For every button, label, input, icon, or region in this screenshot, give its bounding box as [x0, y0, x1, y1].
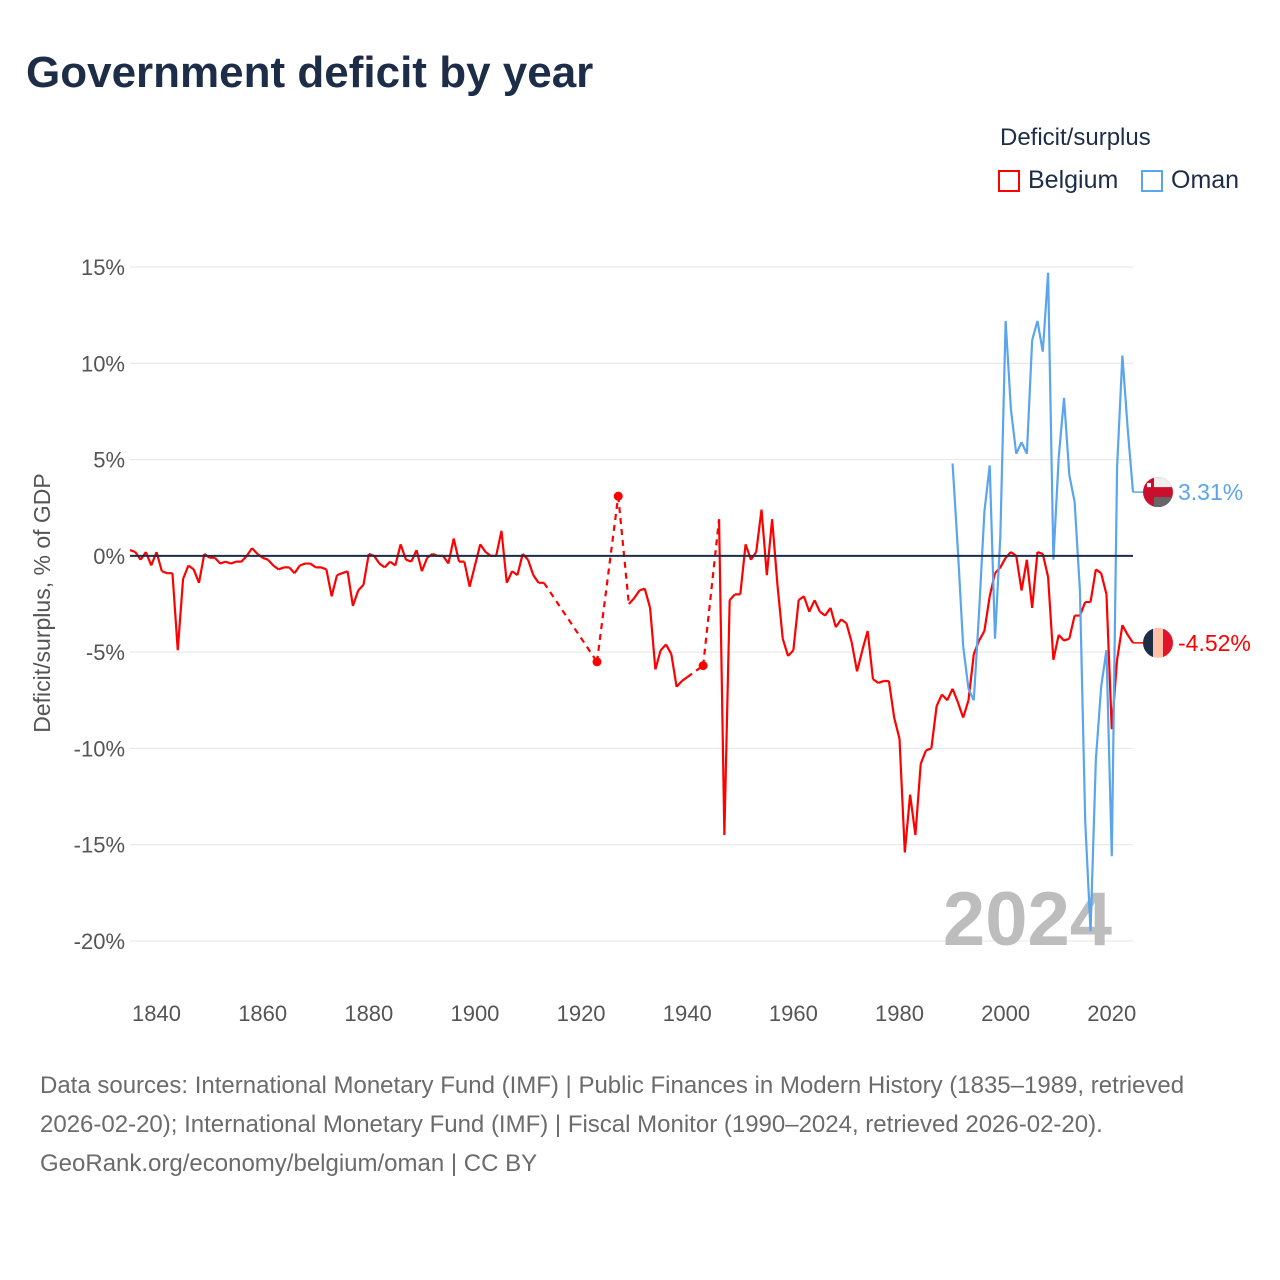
flag-stripe	[1143, 627, 1153, 658]
line-gap-belgium	[543, 496, 721, 679]
y-tick-label: 10%	[81, 351, 125, 376]
legend-item-oman[interactable]: Oman	[1141, 166, 1239, 195]
x-tick-label: 1880	[344, 1001, 393, 1026]
flag-stripe	[1154, 497, 1173, 508]
y-tick-label: 5%	[93, 448, 125, 473]
chart-title: Government deficit by year	[26, 48, 594, 97]
legend-item-belgium[interactable]: Belgium	[998, 166, 1118, 195]
legend-label: Oman	[1171, 166, 1240, 194]
y-tick-label: 15%	[81, 255, 125, 280]
y-tick-label: -10%	[74, 736, 125, 761]
legend-swatch-belgium	[998, 169, 1020, 192]
flag-shapes	[1143, 477, 1173, 508]
line-oman	[951, 272, 1135, 932]
footer: Data sources: International Monetary Fun…	[40, 1066, 1240, 1183]
year-watermark: 2024	[943, 877, 1112, 962]
y-tick-label: -5%	[86, 640, 125, 665]
data-sources: Data sources: International Monetary Fun…	[40, 1072, 1185, 1138]
x-tick-label: 1840	[132, 1001, 181, 1026]
flag-emblem	[1147, 483, 1151, 488]
flag-stripe	[1163, 627, 1173, 658]
x-tick-label: 1960	[769, 1001, 818, 1026]
end-value-label-belgium: -4.52%	[1178, 630, 1251, 656]
y-tick-label: 0%	[93, 544, 125, 569]
data-point-belgium	[613, 491, 623, 501]
x-tick-label: 1940	[663, 1001, 712, 1026]
y-tick-label: -20%	[74, 929, 125, 954]
chart-plot: 15% 10% 5% 0% -5% -10% -15% -20% 1840 1860 1880 190…	[29, 255, 1251, 1026]
x-tick-label: 1900	[450, 1001, 499, 1026]
x-tick-label: 1860	[238, 1001, 287, 1026]
x-tick-label: 2020	[1087, 1001, 1136, 1026]
end-value-label-oman: 3.31%	[1178, 479, 1243, 505]
x-tick-label: 2000	[981, 1001, 1030, 1026]
flag-stripe	[1154, 477, 1173, 488]
credit-link[interactable]: GeoRank.org/economy/belgium/oman | CC BY	[40, 1150, 538, 1177]
legend-label: Belgium	[1028, 166, 1119, 194]
legend-title: Deficit/surplus	[1000, 124, 1151, 151]
y-tick-label: -15%	[74, 833, 125, 858]
data-point-belgium	[698, 661, 708, 671]
flag-belgium-icon	[1143, 627, 1173, 658]
legend-swatch-oman	[1141, 169, 1163, 192]
y-axis-label: Deficit/surplus, % of GDP	[29, 473, 55, 732]
flag-oman-icon	[1143, 477, 1173, 508]
data-point-belgium	[592, 657, 602, 667]
x-tick-label: 1920	[557, 1001, 606, 1026]
x-tick-label: 1980	[875, 1001, 924, 1026]
flag-stripe	[1153, 627, 1163, 658]
flag-shapes	[1143, 627, 1173, 658]
